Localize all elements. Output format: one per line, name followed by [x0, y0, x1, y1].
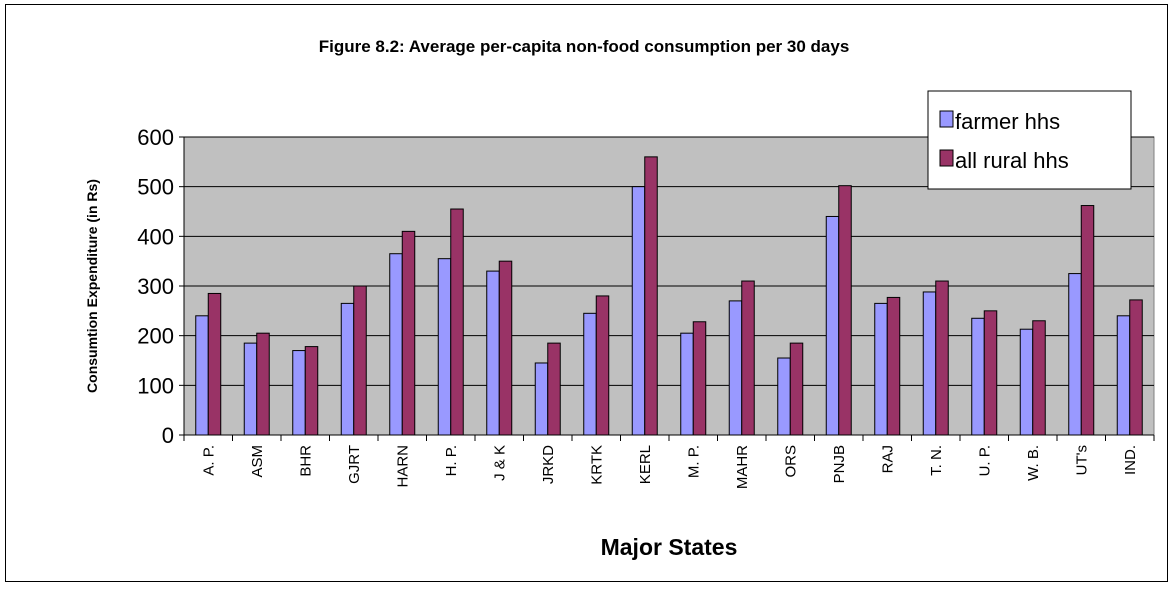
- x-tick-label: JRKD: [540, 445, 557, 484]
- y-tick-label: 500: [137, 175, 174, 200]
- bars: [195, 156, 1143, 436]
- bar-all-rural-hhs-HARN: [401, 230, 416, 436]
- x-tick-label: A. P.: [200, 445, 217, 476]
- x-tick-label: W. B.: [1025, 445, 1042, 481]
- bar-farmer-hhs-MP: [680, 332, 694, 436]
- bar-all-rural-hhs-ASM: [256, 332, 270, 436]
- x-axis-label: Major States: [601, 534, 738, 560]
- bar-all-rural-hhs-ORS: [789, 342, 804, 436]
- y-tick-label: 300: [137, 274, 174, 299]
- legend-label-all-rural-hhs: all rural hhs: [955, 148, 1069, 173]
- bar-all-rural-hhs-TN: [935, 280, 949, 436]
- bar-all-rural-hhs-PNJB: [838, 185, 852, 436]
- bar-all-rural-hhs-GJRT: [353, 285, 367, 436]
- x-tick-label: ASM: [249, 445, 266, 478]
- legend-label-farmer-hhs: farmer hhs: [955, 109, 1060, 134]
- legend: farmer hhs all rural hhs: [927, 90, 1132, 190]
- legend-box: [927, 90, 1132, 190]
- bar-all-rural-hhs-MAHR: [741, 280, 755, 436]
- legend-swatch-farmer-hhs: [939, 110, 954, 128]
- x-tick-label: PNJB: [831, 445, 848, 483]
- bar-farmer-hhs-UP: [971, 317, 985, 436]
- bar-all-rural-hhs-UP: [983, 310, 998, 436]
- y-axis: 0 100 200 300 400 500 600: [137, 125, 185, 448]
- bar-farmer-hhs-GJRT: [340, 302, 355, 436]
- x-tick-label: M. P.: [685, 445, 702, 478]
- bar-all-rural-hhs-JK: [498, 260, 513, 436]
- y-tick-label: 100: [137, 373, 174, 398]
- x-tick-label: J & K: [491, 445, 508, 481]
- x-tick-label: KRTK: [588, 445, 605, 485]
- x-tick-label: H. P.: [443, 445, 460, 476]
- chart-title: Figure 8.2: Average per-capita non-food …: [319, 37, 850, 56]
- y-tick-label: 200: [137, 324, 174, 349]
- y-axis-label: Consumtion Expenditure (in Rs): [84, 179, 100, 393]
- x-tick-label: U. P.: [976, 445, 993, 476]
- y-tick-label: 600: [137, 125, 174, 150]
- bar-all-rural-hhs-UTs: [1080, 205, 1095, 436]
- bar-farmer-hhs-ORS: [777, 357, 791, 436]
- bar-all-rural-hhs-IND: [1129, 299, 1143, 436]
- chart-frame: Figure 8.2: Average per-capita non-food …: [5, 4, 1168, 582]
- bar-farmer-hhs-RAJ: [874, 302, 888, 436]
- x-axis: A. P. ASM BHR GJRT HARN H. P. J & K JRKD KRTK KER…: [183, 434, 1155, 489]
- bar-all-rural-hhs-BHR: [304, 346, 319, 436]
- bar-farmer-hhs-JK: [486, 270, 500, 436]
- bar-farmer-hhs-KERL: [631, 186, 646, 436]
- bar-farmer-hhs-JRKD: [534, 362, 549, 436]
- x-tick-label: UT's: [1073, 445, 1090, 475]
- bar-chart: Figure 8.2: Average per-capita non-food …: [84, 37, 1155, 560]
- x-tick-label: KERL: [637, 445, 654, 484]
- bar-farmer-hhs-IND: [1116, 315, 1131, 436]
- bar-all-rural-hhs-KRTK: [595, 295, 610, 436]
- x-tick-label: T. N.: [928, 445, 945, 476]
- bar-farmer-hhs-PNJB: [825, 215, 840, 436]
- bar-all-rural-hhs-HP: [450, 208, 464, 436]
- bar-farmer-hhs-HARN: [389, 253, 403, 436]
- x-tick-label: RAJ: [879, 445, 896, 473]
- bar-farmer-hhs-ASM: [243, 342, 258, 436]
- x-tick-label: ORS: [782, 445, 799, 478]
- bar-farmer-hhs-BHR: [292, 350, 306, 436]
- x-tick-label: GJRT: [346, 445, 363, 484]
- bar-all-rural-hhs-WB: [1032, 320, 1046, 436]
- x-tick-label: BHR: [297, 445, 314, 477]
- x-tick-label: MAHR: [734, 445, 751, 489]
- bar-farmer-hhs-UTs: [1068, 273, 1082, 436]
- bar-farmer-hhs-HP: [437, 258, 452, 436]
- bar-farmer-hhs-WB: [1019, 328, 1034, 436]
- bar-all-rural-hhs-KERL: [644, 156, 658, 436]
- x-tick-label: HARN: [394, 445, 411, 488]
- y-tick-label: 0: [162, 423, 174, 448]
- bar-farmer-hhs-AP: [195, 315, 209, 436]
- bar-farmer-hhs-TN: [922, 291, 937, 436]
- legend-swatch-all-rural-hhs: [939, 149, 954, 167]
- x-tick-label: IND.: [1122, 445, 1139, 475]
- bar-all-rural-hhs-MP: [692, 321, 707, 436]
- bar-farmer-hhs-KRTK: [583, 312, 597, 436]
- bar-all-rural-hhs-JRKD: [547, 342, 561, 436]
- bar-farmer-hhs-MAHR: [728, 300, 743, 436]
- bar-all-rural-hhs-RAJ: [886, 296, 901, 436]
- y-tick-label: 400: [137, 224, 174, 249]
- bar-all-rural-hhs-AP: [207, 292, 222, 436]
